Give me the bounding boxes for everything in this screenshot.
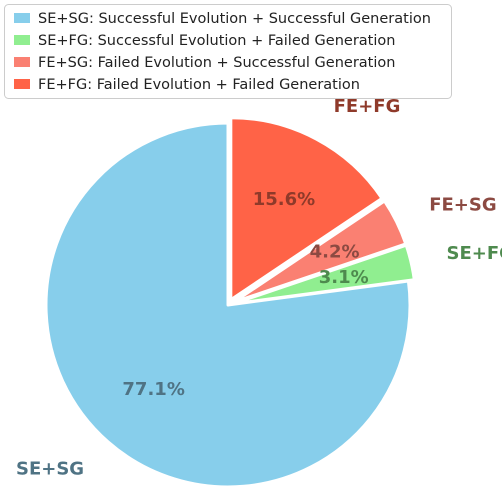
legend-swatch <box>14 79 30 89</box>
legend-label: SE+FG: Successful Evolution + Failed Gen… <box>38 33 395 49</box>
category-label: SE+SG <box>16 458 84 479</box>
legend-swatch <box>14 57 30 67</box>
percent-label: 3.1% <box>319 267 369 288</box>
legend-swatch <box>14 13 30 23</box>
legend-label: FE+FG: Failed Evolution + Failed Generat… <box>38 77 360 93</box>
legend: SE+SG: Successful Evolution + Successful… <box>14 11 431 93</box>
category-label: FE+SG <box>429 195 496 216</box>
labels: 77.1% SE+SG 3.1% SE+FG 4.2% FE+SG 15.6% FE+FG <box>16 96 502 479</box>
pie-slice <box>44 121 412 487</box>
category-label: FE+FG <box>334 96 401 117</box>
pie-slice <box>229 116 384 302</box>
legend-label: FE+SG: Failed Evolution + Successful Gen… <box>38 55 395 71</box>
category-label: SE+FG <box>447 243 502 264</box>
percent-label: 15.6% <box>253 189 315 210</box>
pie-slice <box>231 199 408 304</box>
slices <box>44 116 416 487</box>
percent-label: 4.2% <box>310 241 360 262</box>
legend-box <box>4 4 452 99</box>
legend-swatch <box>14 35 30 45</box>
percent-label: 77.1% <box>122 379 184 400</box>
legend-label: SE+SG: Successful Evolution + Successful… <box>38 11 431 27</box>
